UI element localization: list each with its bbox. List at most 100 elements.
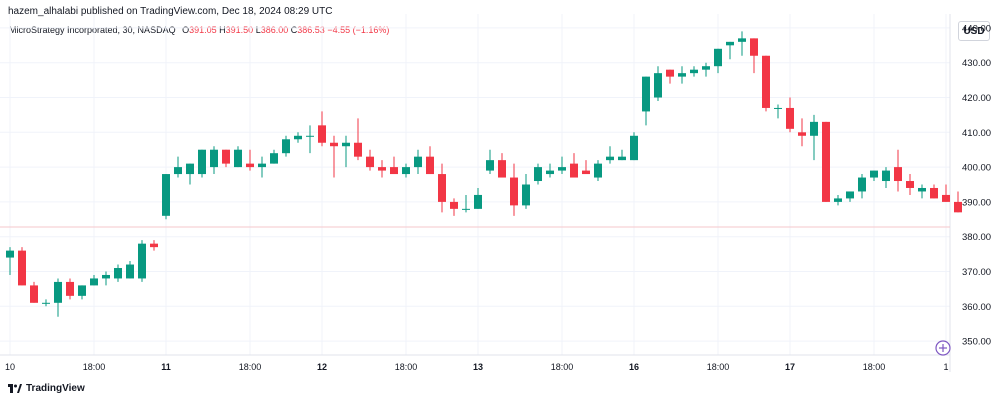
symbol-legend: MicroStrategy Incorporated, 30, NASDAQ O…: [9, 25, 389, 35]
candle: [222, 149, 230, 168]
candle-body: [450, 201, 458, 209]
candle: [294, 132, 302, 143]
high-label: H: [219, 25, 226, 35]
time-tick-label: 18:00: [239, 362, 262, 372]
close-value: 386.53: [297, 25, 325, 35]
candle-body: [174, 167, 182, 175]
price-tick-label: 390.00: [962, 197, 991, 208]
candle: [810, 114, 818, 161]
candle: [894, 149, 902, 192]
candle-body: [126, 264, 134, 279]
candle-body: [366, 156, 374, 168]
open-label: O: [182, 25, 190, 35]
candle-body: [198, 149, 206, 175]
candle: [366, 149, 374, 171]
candle-body: [594, 163, 602, 178]
candle: [798, 118, 806, 147]
candle: [426, 146, 434, 175]
candle-body: [834, 198, 842, 202]
candle: [330, 135, 338, 178]
candle: [18, 247, 26, 286]
candle-body: [822, 121, 830, 202]
candle: [210, 146, 218, 175]
time-tick-label: 10: [5, 362, 15, 372]
candle: [654, 66, 662, 101]
time-tick-label: 17: [785, 362, 795, 372]
currency-button[interactable]: USD: [958, 21, 990, 41]
candle: [378, 160, 386, 178]
candle-body: [906, 181, 914, 188]
symbol-name: MicroStrategy Incorporated, 30, NASDAQ: [9, 25, 176, 35]
low-value: 386.00: [260, 25, 289, 35]
candle-body: [954, 201, 962, 213]
price-tick-label: 380.00: [962, 232, 991, 243]
candle-body: [90, 278, 98, 286]
candle-body: [714, 48, 722, 67]
candle-body: [18, 250, 26, 286]
tradingview-footer: TradingView: [8, 383, 85, 394]
candle: [498, 153, 506, 178]
candle: [270, 149, 278, 164]
candle: [126, 261, 134, 279]
time-tick-label: 13: [473, 362, 483, 372]
price-tick-label: 350.00: [962, 337, 991, 348]
candle: [534, 163, 542, 185]
add-alert-button[interactable]: [935, 340, 951, 356]
candle: [870, 170, 878, 182]
time-tick-label: 18:00: [707, 362, 730, 372]
candle-body: [222, 149, 230, 164]
candle-body: [930, 187, 938, 199]
candle: [30, 281, 38, 303]
time-tick-label: 12: [317, 362, 327, 372]
time-tick-label: 18:00: [83, 362, 106, 372]
candle-body: [942, 194, 950, 202]
candle: [390, 156, 398, 175]
candle-body: [258, 163, 266, 168]
candle: [438, 163, 446, 213]
candle-body: [150, 243, 158, 248]
publish-info: hazem_alhalabi published on TradingView.…: [8, 6, 333, 17]
candle: [846, 191, 854, 202]
candle: [462, 194, 470, 213]
candle: [882, 167, 890, 188]
time-axis: 10 18:00 11 18:00 12 18:00 13 18:00 16 18:00 17 18:…: [5, 362, 949, 372]
candle: [486, 149, 494, 175]
candle-body: [630, 135, 638, 161]
candle: [558, 156, 566, 175]
candle-body: [186, 163, 194, 175]
candle-body: [762, 55, 770, 108]
candle: [786, 97, 794, 133]
candle-body: [378, 167, 386, 171]
candle: [666, 69, 674, 84]
candle-body: [882, 170, 890, 182]
candle: [102, 271, 110, 286]
candle: [246, 149, 254, 171]
candle: [858, 174, 866, 199]
candle-body: [858, 177, 866, 192]
candle-body: [210, 149, 218, 168]
candle: [114, 264, 122, 282]
candle: [750, 38, 758, 74]
candle: [570, 153, 578, 178]
price-tick-label: 370.00: [962, 267, 991, 278]
candle-body: [894, 167, 902, 182]
candle-body: [846, 191, 854, 199]
candle: [54, 278, 62, 317]
candle-body: [54, 281, 62, 303]
candle: [594, 160, 602, 182]
change-value: −4.55 (−1.16%): [327, 25, 390, 35]
candle-body: [282, 139, 290, 154]
candle: [342, 135, 350, 168]
low-label: L: [255, 25, 261, 35]
candle: [762, 55, 770, 112]
candle-body: [294, 135, 302, 140]
candle-body: [438, 174, 446, 202]
candle: [78, 285, 86, 300]
candle: [306, 125, 314, 154]
candle-body: [342, 142, 350, 147]
candle-body: [642, 76, 650, 112]
grid-lines: [0, 14, 950, 355]
candle: [42, 299, 50, 307]
price-tick-label: 360.00: [962, 302, 991, 313]
